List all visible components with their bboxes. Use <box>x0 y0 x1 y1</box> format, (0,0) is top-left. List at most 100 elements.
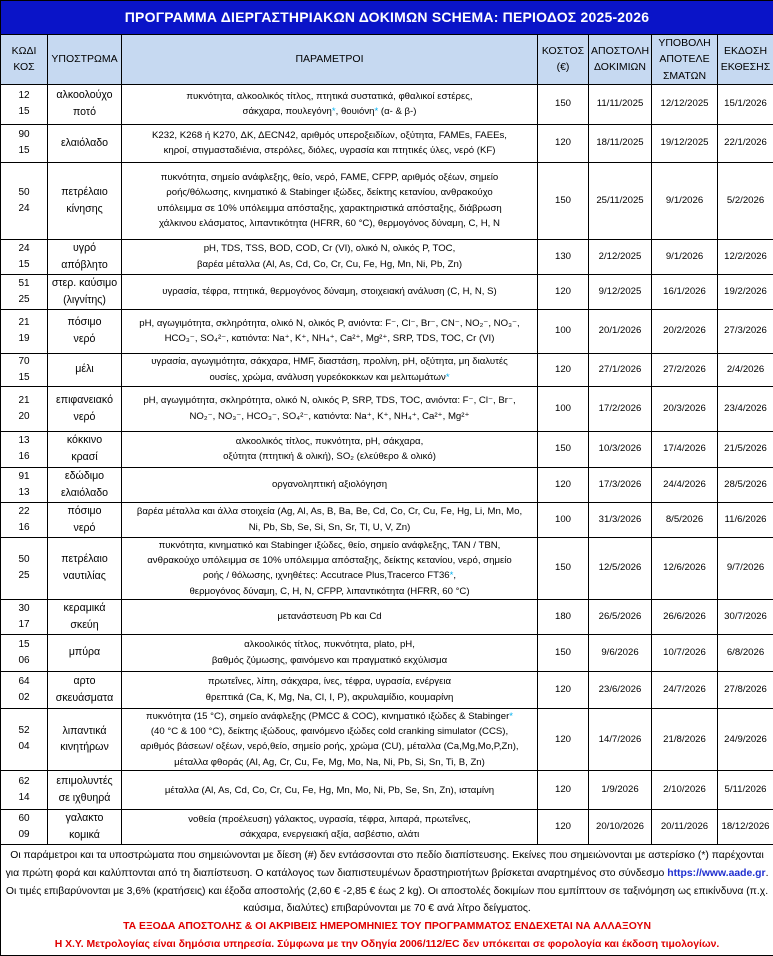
accreditation-note: Οι παράμετροι και τα υποστρώματα που σημ… <box>6 850 764 879</box>
cell-cost: 150 <box>538 537 589 599</box>
cell-submit-date: 20/11/2026 <box>652 810 718 845</box>
cell-report-date: 27/8/2026 <box>718 671 773 708</box>
cell-dispatch-date: 20/10/2026 <box>589 810 652 845</box>
cell-dispatch-date: 10/3/2026 <box>589 431 652 467</box>
page-title: ΠΡΟΓΡΑΜΜΑ ΔΙΕΡΓΑΣΤΗΡΙΑΚΩΝ ΔΟΚΙΜΩΝ SCHEMA… <box>1 1 773 35</box>
cell-dispatch-date: 11/11/2025 <box>589 84 652 124</box>
cell-report-date: 27/3/2026 <box>718 309 773 353</box>
cell-dispatch-date: 26/5/2026 <box>589 599 652 634</box>
cell-params: υγρασία, αγωγιμότητα, σάκχαρα, HMF, διασ… <box>122 353 538 386</box>
cell-report-date: 12/2/2026 <box>718 239 773 274</box>
cell-submit-date: 2/10/2026 <box>652 771 718 810</box>
cell-params: οργανοληπτική αξιολόγηση <box>122 467 538 502</box>
cell-submit-date: 21/8/2026 <box>652 708 718 770</box>
cell-params: νοθεία (προέλευση) γάλακτος, υγρασία, τέ… <box>122 810 538 845</box>
cell-dispatch-date: 9/12/2025 <box>589 274 652 309</box>
cell-params: K232, K268 ή K270, ΔΚ, ΔECN42, αριθμός υ… <box>122 124 538 162</box>
cell-params: αλκοολικός τίτλος, πυκνότητα, plato, pH,… <box>122 634 538 671</box>
cell-cost: 100 <box>538 309 589 353</box>
cell-report-date: 28/5/2026 <box>718 467 773 502</box>
cell-params: pH, TDS, TSS, BOD, COD, Cr (VI), ολικό N… <box>122 239 538 274</box>
cell-dispatch-date: 31/3/2026 <box>589 502 652 537</box>
cell-params: πυκνότητα, αλκοολικός τίτλος, πτητικά συ… <box>122 84 538 124</box>
asterisk-marker: * <box>450 570 454 581</box>
cell-cost: 130 <box>538 239 589 274</box>
cell-params: υγρασία, τέφρα, πτητικά, θερμογόνος δύνα… <box>122 274 538 309</box>
cell-cost: 100 <box>538 502 589 537</box>
cell-report-date: 5/2/2026 <box>718 162 773 239</box>
cell-report-date: 21/5/2026 <box>718 431 773 467</box>
cell-submit-date: 9/1/2026 <box>652 162 718 239</box>
cell-cost: 120 <box>538 467 589 502</box>
cell-cost: 120 <box>538 708 589 770</box>
cell-cost: 150 <box>538 431 589 467</box>
cell-submit-date: 19/12/2025 <box>652 124 718 162</box>
cell-substrate: στερ. καύσιμο(λιγνίτης) <box>48 274 122 309</box>
cell-report-date: 23/4/2026 <box>718 386 773 431</box>
cell-submit-date: 8/5/2026 <box>652 502 718 537</box>
cell-submit-date: 24/4/2026 <box>652 467 718 502</box>
header-cost: ΚΟΣΤΟΣ(€) <box>538 35 589 85</box>
cell-cost: 120 <box>538 353 589 386</box>
cell-cost: 180 <box>538 599 589 634</box>
cell-cost: 150 <box>538 84 589 124</box>
cell-cost: 120 <box>538 671 589 708</box>
asterisk-marker: * <box>332 106 336 117</box>
cell-submit-date: 16/1/2026 <box>652 274 718 309</box>
cell-report-date: 19/2/2026 <box>718 274 773 309</box>
cell-substrate: ελαιόλαδο <box>48 124 122 162</box>
aade-link[interactable]: https://www.aade.gr <box>667 868 765 879</box>
cell-dispatch-date: 20/1/2026 <box>589 309 652 353</box>
cell-report-date: 30/7/2026 <box>718 599 773 634</box>
cell-cost: 120 <box>538 771 589 810</box>
cell-params: βαρέα μέταλλα και άλλα στοιχεία (Ag, Al,… <box>122 502 538 537</box>
cell-cost: 100 <box>538 386 589 431</box>
cell-cost: 150 <box>538 634 589 671</box>
header-substrate: ΥΠΟΣΤΡΩΜΑ <box>48 35 122 85</box>
cell-dispatch-date: 18/11/2025 <box>589 124 652 162</box>
cell-dispatch-date: 27/1/2026 <box>589 353 652 386</box>
cell-params: μέταλλα (Al, As, Cd, Co, Cr, Cu, Fe, Hg,… <box>122 771 538 810</box>
cell-dispatch-date: 2/12/2025 <box>589 239 652 274</box>
cell-params: μετανάστευση Pb και Cd <box>122 599 538 634</box>
cell-submit-date: 20/2/2026 <box>652 309 718 353</box>
cell-substrate: μπύρα <box>48 634 122 671</box>
asterisk-marker: * <box>446 372 450 383</box>
cell-cost: 150 <box>538 162 589 239</box>
cell-submit-date: 20/3/2026 <box>652 386 718 431</box>
cell-report-date: 22/1/2026 <box>718 124 773 162</box>
cell-dispatch-date: 12/5/2026 <box>589 537 652 599</box>
